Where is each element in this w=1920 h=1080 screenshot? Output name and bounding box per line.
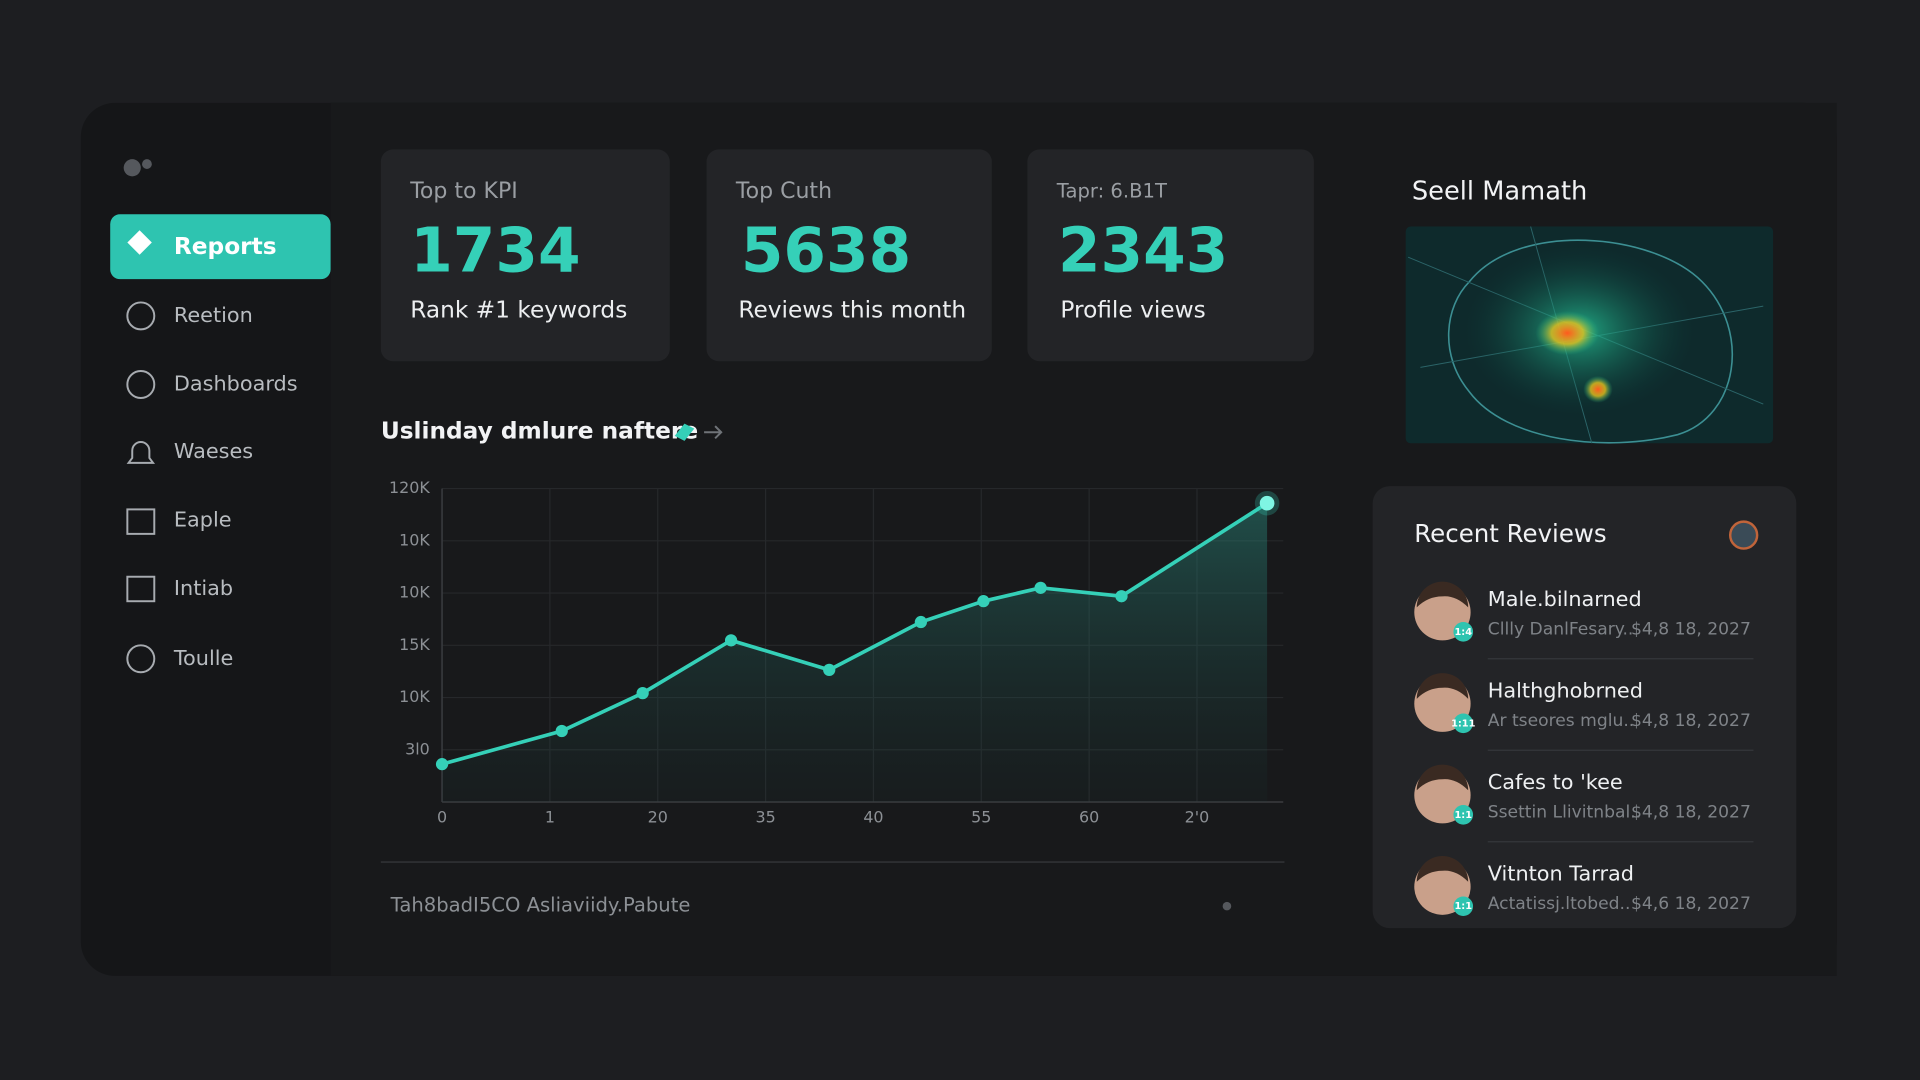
y-tick-label: 15K	[399, 635, 430, 654]
badge	[1453, 713, 1474, 734]
pager-dot[interactable]	[1222, 901, 1232, 911]
review-meta: $4,8 18, 2027	[1631, 619, 1751, 639]
arrow-icon[interactable]	[704, 425, 723, 440]
chart-icon[interactable]	[674, 423, 695, 441]
review-meta: $4,8 18, 2027	[1631, 711, 1751, 731]
map-hotspot	[1535, 311, 1600, 356]
point[interactable]	[1259, 495, 1275, 511]
line	[441, 501, 1269, 766]
nav-item[interactable]: Toulle	[173, 646, 233, 670]
review-name: Male.bilnarned	[1488, 587, 1642, 611]
map	[1405, 226, 1774, 444]
reviews-icon[interactable]	[1728, 520, 1759, 550]
area	[442, 503, 1268, 803]
point[interactable]	[977, 595, 990, 608]
avatar-hair	[1416, 764, 1469, 791]
reviews-title: Recent Reviews	[1414, 519, 1606, 548]
point[interactable]	[435, 758, 449, 771]
reviews-card	[1372, 486, 1797, 929]
x-tick-label: 55	[971, 807, 991, 826]
review-meta: $4,8 18, 2027	[1631, 802, 1751, 822]
point[interactable]	[555, 724, 568, 738]
badge-text: 1:4	[1454, 627, 1472, 638]
nav-item[interactable]: Waeses	[174, 439, 253, 463]
review-text: Actatissj.ltobed..	[1488, 894, 1631, 914]
chart-title: Uslinday dmlure naftere	[381, 418, 698, 445]
nav-icon	[126, 301, 156, 331]
nav-icon	[126, 370, 156, 399]
point[interactable]	[1115, 590, 1128, 603]
kpi-label: Top to KPI	[409, 179, 518, 204]
nav-item[interactable]: Reetion	[174, 303, 253, 327]
x-tick-label: 20	[648, 807, 668, 826]
kpi-card	[1027, 149, 1314, 362]
kpi-label: Top Cuth	[735, 179, 832, 204]
kpi-caption: Reviews this month	[738, 297, 966, 324]
nav-icon	[126, 441, 156, 464]
x-tick-label: 35	[755, 807, 775, 826]
nav-item[interactable]: Eaple	[174, 507, 232, 531]
point[interactable]	[823, 663, 836, 676]
map-outline	[1447, 239, 1734, 444]
review-name: Vitnton Tarrad	[1488, 861, 1634, 885]
badge	[1453, 804, 1474, 825]
kpi-card	[706, 149, 992, 362]
badge	[1453, 622, 1474, 642]
point[interactable]	[1034, 581, 1047, 594]
review-text: Cllly DanlFesary..	[1488, 619, 1634, 639]
badge-text: 1:1	[1454, 901, 1472, 912]
kpi-caption: Profile views	[1060, 297, 1205, 324]
map-hotspot	[1583, 375, 1613, 403]
review-name: Cafes to 'kee	[1488, 770, 1623, 794]
y-tick-label: 120K	[389, 478, 430, 497]
avatar-hair	[1416, 856, 1469, 882]
chart: 3l0 10K 15K 10K 10K 120K 0 1 20 35 40 55 60 2'0	[389, 478, 1284, 826]
nav-item[interactable]: Dashboards	[174, 371, 298, 395]
map-title: Seell Mamath	[1412, 177, 1587, 207]
x-tick-label: 2'0	[1185, 807, 1210, 826]
review-name: Halthghobrned	[1488, 678, 1643, 702]
badge-text: 1:11	[1451, 718, 1476, 729]
nav-item[interactable]: Intiab	[174, 576, 233, 600]
point[interactable]	[914, 615, 928, 629]
footer-text: Tah8badI5CO Asliaviidy.Pabute	[390, 894, 691, 917]
badge	[1453, 896, 1474, 917]
y-tick-label: 10K	[399, 583, 430, 602]
kpi-label: Tapr: 6.B1T	[1056, 180, 1168, 203]
point[interactable]	[636, 686, 649, 700]
nav-icon	[126, 575, 156, 603]
logo	[123, 159, 141, 177]
kpi-value: 5638	[741, 215, 911, 286]
kpi-card	[380, 149, 670, 362]
y-tick-label: 3l0	[405, 739, 430, 758]
nav-item[interactable]: Reports	[174, 233, 277, 260]
nav-active[interactable]	[110, 214, 331, 280]
x-tick-label: 0	[437, 807, 447, 826]
review-text: Ssettin Llivitnbal..	[1488, 802, 1641, 822]
review-text: Ar tseores mglu..	[1488, 711, 1634, 731]
nav-icon	[126, 644, 156, 674]
avatar-hair	[1416, 581, 1469, 608]
avatar-hair	[1416, 673, 1469, 699]
review-meta: $4,6 18, 2027	[1631, 894, 1751, 914]
x-tick-label: 60	[1079, 807, 1099, 826]
kpi-value: 2343	[1058, 215, 1228, 286]
nav-icon	[126, 508, 156, 535]
logo	[142, 159, 152, 169]
y-tick-label: 10K	[399, 687, 430, 706]
x-tick-label: 1	[545, 807, 555, 826]
nav-icon	[127, 230, 152, 255]
kpi-caption: Rank #1 keywords	[410, 297, 627, 324]
kpi-value: 1734	[410, 215, 580, 286]
y-tick-label: 10K	[399, 530, 430, 549]
point[interactable]	[724, 634, 738, 647]
badge-text: 1:1	[1454, 810, 1472, 821]
x-tick-label: 40	[863, 807, 883, 826]
